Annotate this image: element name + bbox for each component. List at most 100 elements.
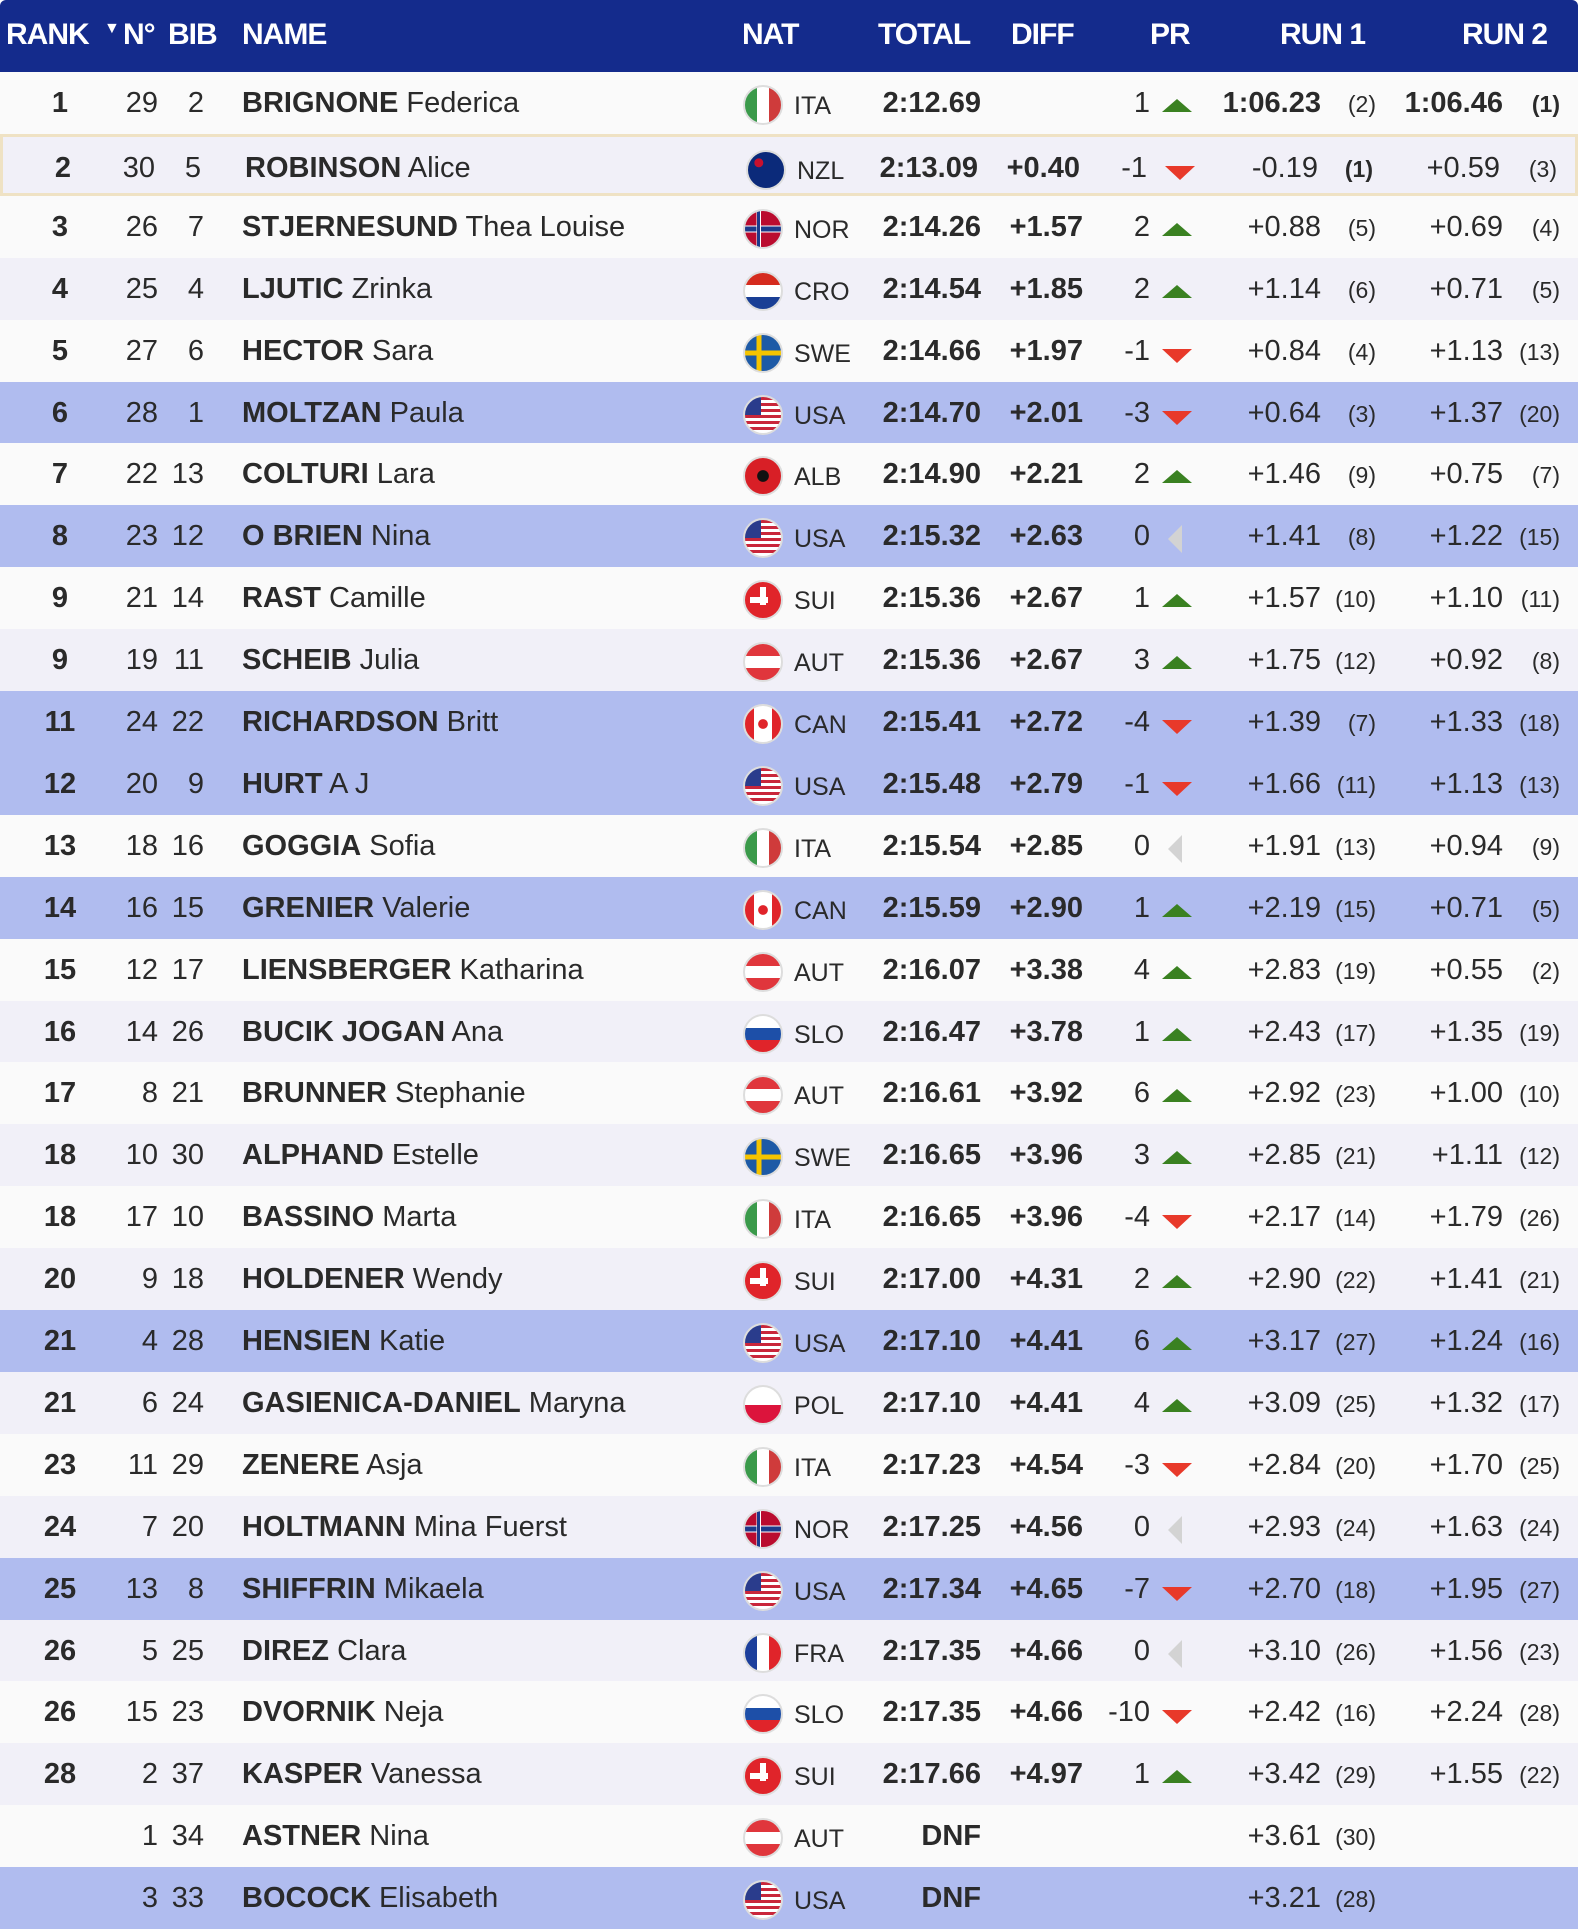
table-row[interactable]: 4 25 4 LJUTIC Zrinka CRO 2:14.54 +1.85 2 +1.14 (6…	[0, 257, 1578, 320]
table-row[interactable]: 3 26 7 STJERNESUND Thea Louise NOR 2:14.26 +1.…	[0, 195, 1578, 258]
athlete-name[interactable]: HURT A J	[242, 768, 369, 801]
header-pr[interactable]: PR	[1150, 18, 1191, 51]
nation: AUT	[794, 958, 844, 987]
table-row[interactable]: 13 18 16 GOGGIA Sofia ITA 2:15.54 +2.85 0 +1.91 (…	[0, 814, 1578, 877]
run1-time: 1:06.23	[1222, 87, 1321, 119]
table-row[interactable]: 18 17 10 BASSINO Marta ITA 2:16.65 +3.96 -4 +2.1…	[0, 1186, 1578, 1249]
athlete-name[interactable]: SHIFFRIN Mikaela	[242, 1573, 484, 1606]
start-number: 13	[125, 1572, 158, 1605]
run1-time: +2.42	[1247, 1696, 1321, 1729]
header-bib[interactable]: BIB	[168, 18, 218, 51]
table-row[interactable]: 6 28 1 MOLTZAN Paula USA 2:14.70 +2.01 -3 +0.64 (…	[0, 381, 1578, 444]
run2-time: +1.33	[1429, 706, 1503, 738]
athlete-name[interactable]: GASIENICA-DANIEL Maryna	[242, 1387, 626, 1420]
sort-desc-icon[interactable]: ▼	[104, 20, 120, 37]
run1-rank: (24)	[1335, 1514, 1376, 1541]
athlete-name[interactable]: HECTOR Sara	[242, 335, 433, 368]
table-row[interactable]: 26 15 23 DVORNIK Neja SLO 2:17.35 +4.66 -10 +2.4…	[0, 1681, 1578, 1744]
table-row[interactable]: 9 19 11 SCHEIB Julia AUT 2:15.36 +2.67 3 +1.75 (1…	[0, 629, 1578, 692]
nation: USA	[794, 1887, 846, 1916]
header-diff[interactable]: DIFF	[1011, 18, 1075, 51]
athlete-name[interactable]: RICHARDSON Britt	[242, 706, 498, 739]
table-row[interactable]: 16 14 26 BUCIK JOGAN Ana SLO 2:16.47 +3.78 1 +2.…	[0, 1000, 1578, 1063]
header-total[interactable]: TOTAL	[878, 18, 971, 51]
athlete-name[interactable]: ASTNER Nina	[242, 1820, 429, 1853]
header-run1[interactable]: RUN 1	[1280, 18, 1366, 51]
table-row[interactable]: 9 21 14 RAST Camille SUI 2:15.36 +2.67 1 +1.57 (1…	[0, 567, 1578, 630]
run2-time: +1.24	[1429, 1325, 1503, 1357]
athlete-name[interactable]: GOGGIA Sofia	[242, 830, 435, 863]
table-row[interactable]: 11 24 22 RICHARDSON Britt CAN 2:15.41 +2.72 -4 +…	[0, 691, 1578, 753]
run2-time: +1.00	[1429, 1077, 1503, 1110]
athlete-name[interactable]: HENSIEN Katie	[242, 1325, 445, 1358]
rank: 25	[43, 1572, 77, 1605]
first-name: Estelle	[391, 1139, 479, 1172]
nation: USA	[794, 1577, 846, 1606]
run1-rank: (21)	[1335, 1143, 1376, 1170]
run1-rank: (23)	[1335, 1081, 1376, 1108]
header-name[interactable]: NAME	[242, 18, 327, 51]
table-row[interactable]: 3 33 BOCOCK Elisabeth USA DNF +3.21 (28)	[0, 1867, 1578, 1930]
run1-time: +2.43	[1247, 1015, 1321, 1048]
athlete-name[interactable]: BRIGNONE Federica	[242, 87, 519, 120]
athlete-name[interactable]: LIENSBERGER Katharina	[242, 954, 584, 987]
header-no[interactable]: N°	[123, 18, 156, 51]
table-row[interactable]: 26 5 25 DIREZ Clara FRA 2:17.35 +4.66 0 +3.10 (26…	[0, 1619, 1578, 1682]
athlete-name[interactable]: HOLTMANN Mina Fuerst	[242, 1511, 567, 1544]
athlete-name[interactable]: BUCIK JOGAN Ana	[242, 1016, 503, 1049]
table-row[interactable]: 17 8 21 BRUNNER Stephanie AUT 2:16.61 +3.92 6 +2…	[0, 1062, 1578, 1125]
table-row[interactable]: 7 22 13 COLTURI Lara ALB 2:14.90 +2.21 2 +1.46 (9…	[0, 443, 1578, 506]
athlete-name[interactable]: O BRIEN Nina	[242, 520, 431, 553]
athlete-name[interactable]: ZENERE Asja	[242, 1449, 423, 1482]
table-row[interactable]: 25 13 8 SHIFFRIN Mikaela USA 2:17.34 +4.65 -7 +2…	[0, 1557, 1578, 1620]
flag-aut-icon	[743, 1818, 783, 1859]
table-row[interactable]: 24 7 20 HOLTMANN Mina Fuerst NOR 2:17.25 +4.56…	[0, 1495, 1578, 1558]
rank: 11	[44, 706, 76, 738]
athlete-name[interactable]: BOCOCK Elisabeth	[242, 1882, 498, 1915]
flag-usa-icon	[743, 394, 783, 435]
athlete-name[interactable]: STJERNESUND Thea Louise	[242, 211, 625, 244]
athlete-name[interactable]: BASSINO Marta	[242, 1201, 456, 1234]
arrow-down-icon	[1165, 165, 1195, 180]
diff: +4.41	[1009, 1386, 1083, 1419]
athlete-name[interactable]: SCHEIB Julia	[242, 644, 419, 677]
athlete-name[interactable]: LJUTIC Zrinka	[242, 273, 432, 306]
last-name: LJUTIC	[242, 272, 344, 305]
run2-rank: (13)	[1519, 771, 1560, 798]
table-row[interactable]: 8 23 12 O BRIEN Nina USA 2:15.32 +2.63 0 +1.41 (8…	[0, 505, 1578, 568]
header-nat[interactable]: NAT	[742, 18, 799, 51]
table-row[interactable]: 28 2 37 KASPER Vanessa SUI 2:17.66 +4.97 1 +3.42…	[0, 1743, 1578, 1806]
athlete-name[interactable]: BRUNNER Stephanie	[242, 1077, 526, 1110]
bib: 17	[171, 953, 204, 986]
nation: CAN	[794, 711, 847, 739]
athlete-name[interactable]: ROBINSON Alice	[245, 152, 471, 185]
athlete-name[interactable]: ALPHAND Estelle	[242, 1139, 479, 1172]
table-row[interactable]: 2 30 5 ROBINSON Alice NZL 2:13.09 +0.40 -1 -0.19…	[0, 133, 1578, 196]
athlete-name[interactable]: KASPER Vanessa	[242, 1758, 482, 1791]
table-row[interactable]: 15 12 17 LIENSBERGER Katharina AUT 2:16.07 +3.…	[0, 938, 1578, 1001]
table-row[interactable]: 1 34 ASTNER Nina AUT DNF +3.61 (30)	[0, 1805, 1578, 1868]
table-row[interactable]: 5 27 6 HECTOR Sara SWE 2:14.66 +1.97 -1 +0.84 (4)…	[0, 319, 1578, 382]
table-row[interactable]: 21 6 24 GASIENICA-DANIEL Maryna POL 2:17.10 +4…	[0, 1371, 1578, 1434]
rank: 6	[51, 396, 69, 429]
table-row[interactable]: 18 10 30 ALPHAND Estelle SWE 2:16.65 +3.96 3 +2.…	[0, 1124, 1578, 1187]
header-run2[interactable]: RUN 2	[1462, 18, 1548, 51]
table-row[interactable]: 21 4 28 HENSIEN Katie USA 2:17.10 +4.41 6 +3.17 (…	[0, 1310, 1578, 1372]
athlete-name[interactable]: DIREZ Clara	[242, 1635, 406, 1668]
athlete-name[interactable]: RAST Camille	[242, 582, 426, 615]
header-rank[interactable]: RANK	[6, 18, 90, 51]
table-row[interactable]: 12 20 9 HURT A J USA 2:15.48 +2.79 -1 +1.66 (11) +…	[0, 752, 1578, 815]
athlete-name[interactable]: MOLTZAN Paula	[242, 397, 464, 430]
athlete-name[interactable]: COLTURI Lara	[242, 458, 435, 491]
table-row[interactable]: 20 9 18 HOLDENER Wendy SUI 2:17.00 +4.31 2 +2.90…	[0, 1248, 1578, 1311]
athlete-name[interactable]: GRENIER Valerie	[242, 892, 470, 925]
rank: 18	[43, 1201, 77, 1234]
table-row[interactable]: 23 11 29 ZENERE Asja ITA 2:17.23 +4.54 -3 +2.84 (…	[0, 1433, 1578, 1496]
athlete-name[interactable]: HOLDENER Wendy	[242, 1263, 503, 1296]
athlete-name[interactable]: DVORNIK Neja	[242, 1696, 443, 1729]
table-row[interactable]: 14 16 15 GRENIER Valerie CAN 2:15.59 +2.90 1 +2.…	[0, 876, 1578, 939]
run1-time: +3.61	[1247, 1820, 1321, 1853]
total-time: 2:17.00	[882, 1263, 981, 1296]
run2-rank: (2)	[1531, 957, 1560, 984]
table-row[interactable]: 1 29 2 BRIGNONE Federica ITA 2:12.69 1 1:06.23 (…	[0, 72, 1578, 134]
